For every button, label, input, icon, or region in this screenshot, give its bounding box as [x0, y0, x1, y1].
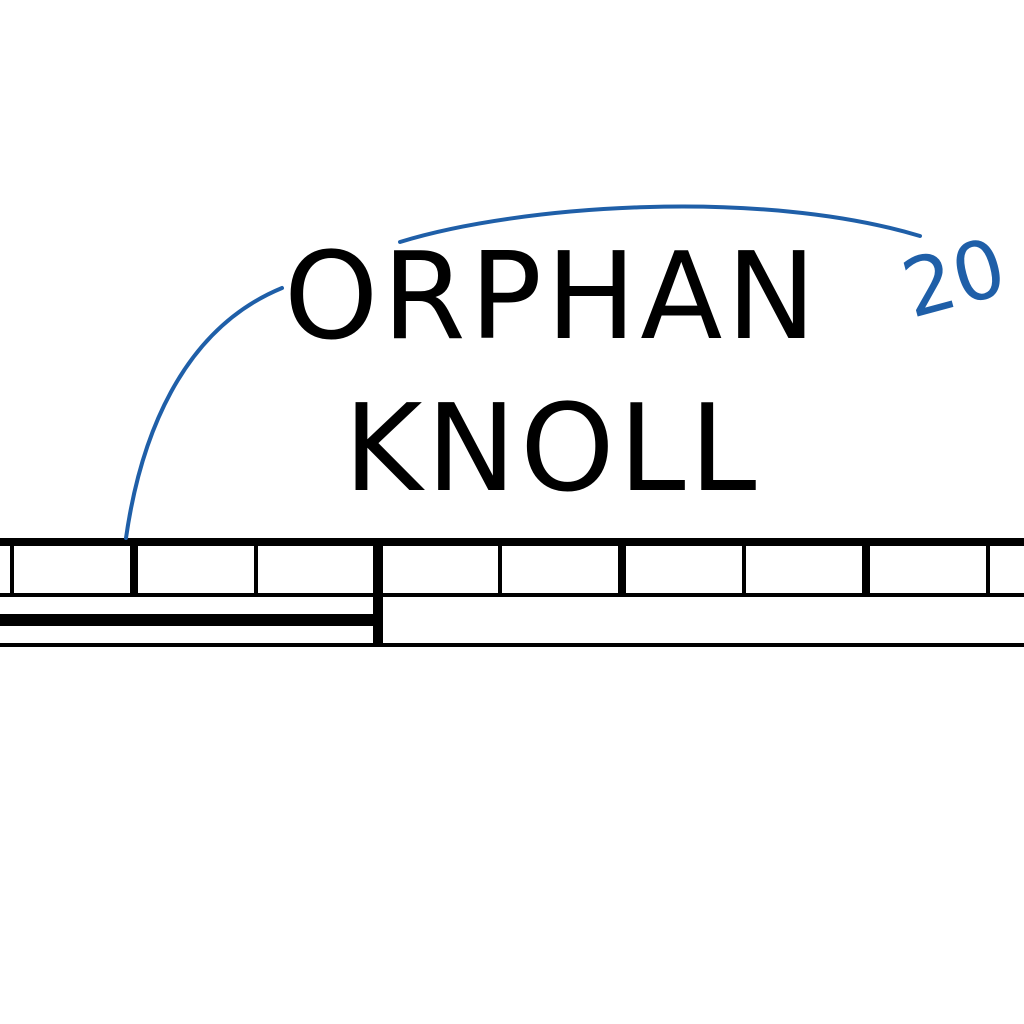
- handwritten-annotation: [124, 204, 922, 540]
- scale-bar: [0, 538, 1024, 647]
- annotation-text: 20: [893, 220, 1015, 336]
- annotation-left-curve: [124, 286, 284, 540]
- annotation-top-arc: [398, 204, 922, 244]
- place-name-label: ORPHAN KNOLL: [284, 228, 820, 519]
- place-name-line-1: ORPHAN: [284, 228, 820, 367]
- place-name-line-2: KNOLL: [344, 380, 761, 519]
